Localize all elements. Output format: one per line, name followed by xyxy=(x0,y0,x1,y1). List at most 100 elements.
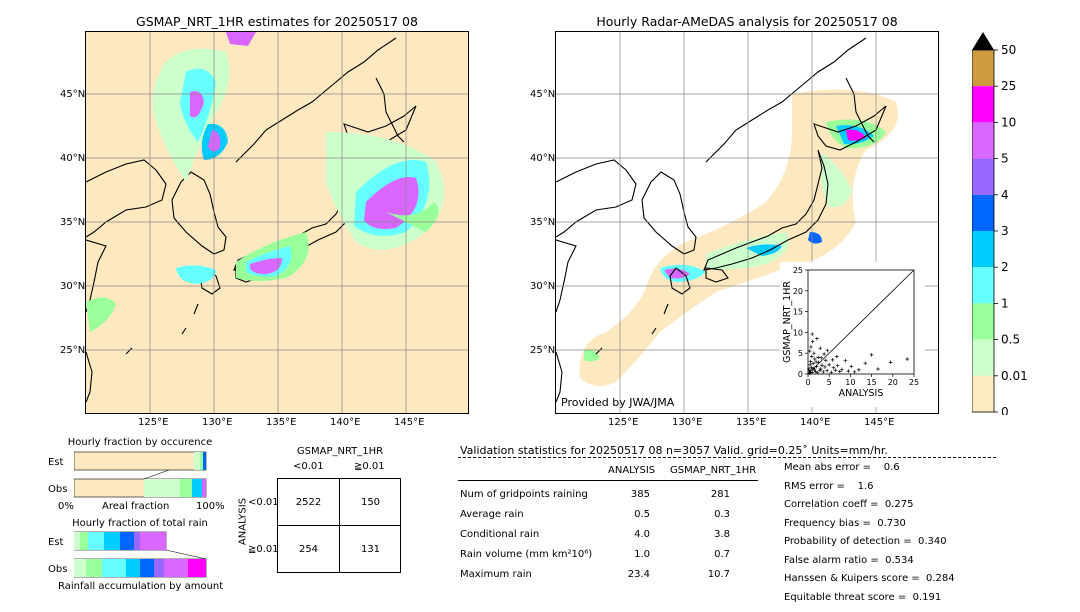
coastline-primorye xyxy=(705,37,867,163)
score-line: Frequency bias = 0.730 xyxy=(784,517,906,529)
coastline-china-east xyxy=(556,239,577,313)
scatter-point xyxy=(821,370,826,374)
left-map xyxy=(85,31,469,414)
scatter-x-tick-label: 5 xyxy=(827,378,832,387)
contingency-title: GSMAP_NRT_1HR xyxy=(296,446,384,457)
scatter-point xyxy=(819,355,823,360)
validation-row-analysis: 4.0 xyxy=(634,529,650,540)
scatter-point xyxy=(857,368,861,372)
scatter-point xyxy=(810,354,814,359)
scatter-point xyxy=(809,365,814,370)
colorbar-segment xyxy=(972,122,994,159)
coastline-sakhalin xyxy=(845,77,875,143)
scatter-point xyxy=(849,364,854,369)
score-line: Correlation coeff = 0.275 xyxy=(784,499,914,510)
scatter-point xyxy=(835,363,840,368)
coastline-primorye xyxy=(235,37,397,163)
scatter-x-tick-label: 10 xyxy=(845,378,855,387)
colorbar-segment xyxy=(972,375,994,412)
scatter-point xyxy=(825,348,830,353)
colorbar-label: 25 xyxy=(1001,79,1016,93)
lat-label-25: 25°N xyxy=(60,345,86,356)
colorbar-label: 0.01 xyxy=(1001,369,1028,383)
score-line: Probability of detection = 0.340 xyxy=(784,536,947,547)
scatter-point xyxy=(824,358,828,363)
occurrence-axis-mid: Areal fraction xyxy=(102,501,170,512)
scatter-point xyxy=(808,363,812,367)
score-line: RMS error = 1.6 xyxy=(784,480,874,492)
scatter-point xyxy=(838,369,842,374)
score-line: Mean abs error = 0.6 xyxy=(784,462,900,473)
colorbar-segment xyxy=(972,50,994,87)
scatter-point xyxy=(843,358,848,363)
total-rain-bars xyxy=(74,531,207,578)
coastline-kyushu xyxy=(669,267,691,295)
occurrence-title: Hourly fraction by occurence xyxy=(67,437,213,448)
contingency-cell: 131 xyxy=(360,544,381,555)
contingency-row-label-1: ≧0.01 xyxy=(248,544,279,555)
scatter-point xyxy=(846,369,851,373)
scatter-point xyxy=(812,351,816,355)
lat-label-45: 45°N xyxy=(530,89,556,100)
scatter-point xyxy=(825,368,829,373)
contingency-row-label-0: <0.01 xyxy=(248,497,279,508)
scatter-point xyxy=(833,368,838,373)
lat-label-30: 30°N xyxy=(60,281,86,292)
scatter-y-label: GSMAP_NRT_1HR xyxy=(782,281,793,363)
colorbar-label: 5 xyxy=(1001,152,1009,166)
coastline-sakhalin xyxy=(375,77,405,143)
lon-label-125: 125°E xyxy=(608,417,639,428)
lat-label-40: 40°N xyxy=(530,153,556,164)
scatter-point xyxy=(810,339,815,344)
scatter-point xyxy=(869,353,874,357)
lon-label-145: 145°E xyxy=(864,417,895,428)
scatter-point xyxy=(808,359,813,364)
validation-row-analysis: 1.0 xyxy=(634,549,650,560)
scatter-point xyxy=(814,360,818,364)
scatter-point xyxy=(876,367,880,371)
scatter-point xyxy=(829,370,834,375)
lon-label-140: 140°E xyxy=(800,417,831,428)
coastline-korea xyxy=(171,171,227,255)
scatter-x-tick-label: 20 xyxy=(888,378,898,387)
occurrence-row-est: Est xyxy=(48,457,64,468)
colorbar-extend-arrow xyxy=(972,32,994,50)
validation-row-gsmap: 0.7 xyxy=(714,549,730,560)
scatter-inset: 0 5 10 15 20 25 0 5 10 15 20 25 ANALYSIS GSMAP_NRT_1H… xyxy=(780,262,925,407)
validation-row-label: Num of gridpoints raining xyxy=(460,489,588,500)
colorbar-segment xyxy=(972,267,994,304)
colorbar-label: 3 xyxy=(1001,224,1009,238)
coastline-china-north xyxy=(86,159,167,238)
scatter-point xyxy=(815,336,819,341)
lat-label-40: 40°N xyxy=(60,153,86,164)
scatter-plot: 0 5 10 15 20 25 0 5 10 15 20 25 ANALYSIS GSMAP_NRT_1H… xyxy=(782,266,919,399)
scatter-point xyxy=(815,370,820,375)
lat-label-25: 25°N xyxy=(530,345,556,356)
contingency-cell: 150 xyxy=(360,497,381,508)
scatter-point xyxy=(905,357,910,361)
contingency-row-title: ANALYSIS xyxy=(237,497,249,546)
validation-row-gsmap: 281 xyxy=(710,489,730,500)
scatter-point xyxy=(811,361,815,366)
lat-label-35: 35°N xyxy=(60,217,86,228)
validation-row-label: Maximum rain xyxy=(460,569,532,580)
coastline-hokkaido xyxy=(813,105,887,151)
right-map-canvas xyxy=(556,32,938,413)
coastline-honshu xyxy=(703,149,829,271)
lon-label-135: 135°E xyxy=(736,417,767,428)
contingency-col-label-1: ≧0.01 xyxy=(354,461,385,472)
colorbar-segment xyxy=(972,158,994,195)
colorbar-segment xyxy=(972,194,994,231)
scatter-point xyxy=(840,367,844,372)
scatter-y-tick-label: 0 xyxy=(798,370,803,379)
scatter-y-tick-label: 10 xyxy=(793,328,803,337)
validation-row-label: Average rain xyxy=(460,509,524,520)
occurrence-row-obs: Obs xyxy=(48,484,68,495)
validation-row-analysis: 0.5 xyxy=(634,509,650,520)
scatter-point xyxy=(888,360,893,365)
scatter-point xyxy=(852,370,857,374)
scatter-point xyxy=(810,332,815,336)
scatter-y-tick-label: 15 xyxy=(793,308,803,317)
scatter-point xyxy=(809,345,813,349)
scatter-point xyxy=(808,370,813,375)
